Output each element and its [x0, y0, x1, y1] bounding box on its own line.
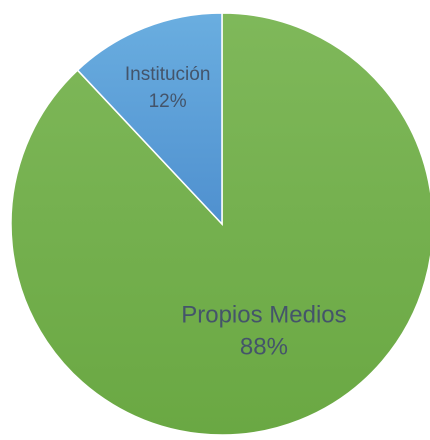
slices-layer: [10, 12, 430, 436]
slice-label-0: Propios Medios: [181, 301, 346, 328]
slice-value-label-0: 88%: [240, 333, 288, 360]
labels-layer: Propios Medios 88% Institución 12%: [125, 64, 347, 361]
slice-label-1: Institución: [125, 64, 211, 85]
pie-slice-instituci-n: [76, 12, 223, 226]
pie-slice-propios-medios: [10, 12, 430, 436]
slice-value-label-1: 12%: [149, 91, 187, 112]
